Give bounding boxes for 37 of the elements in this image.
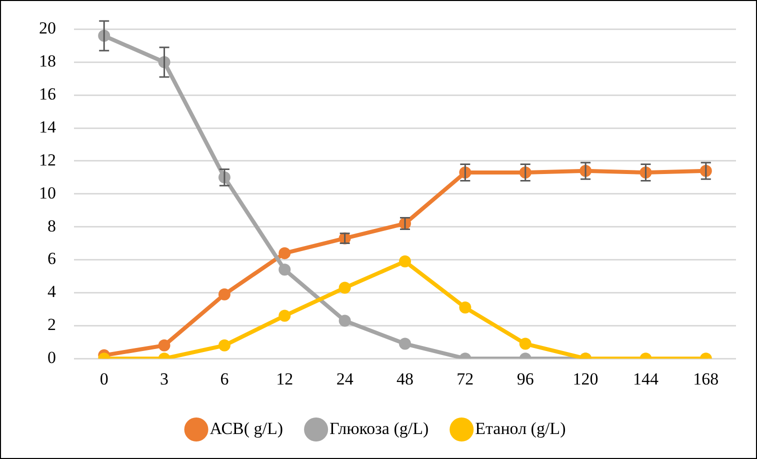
x-tick-label: 48: [396, 369, 414, 388]
legend-label: Глюкоза (g/L): [330, 418, 429, 438]
point: [158, 339, 170, 352]
point: [218, 339, 230, 352]
x-tick-label: 12: [276, 369, 294, 388]
y-tick-label: 4: [48, 282, 56, 302]
point: [459, 302, 472, 314]
y-tick-label: 14: [39, 117, 56, 136]
x-tick-label: 72: [456, 369, 474, 388]
point: [399, 338, 411, 350]
legend-label: Етанол (g/L): [475, 418, 566, 438]
x-tick-label: 144: [632, 369, 659, 388]
x-tick-label: 0: [100, 369, 108, 388]
x-tick-label: 120: [572, 369, 598, 388]
x-tick-label: 24: [336, 369, 354, 388]
point: [399, 255, 411, 268]
y-tick-label: 8: [48, 216, 56, 236]
point: [519, 338, 532, 350]
y-tick-label: 10: [39, 183, 56, 202]
y-tick-label: 16: [39, 84, 56, 104]
point: [338, 314, 351, 327]
y-tick-label: 2: [48, 315, 56, 334]
legend-label: АСВ( g/L): [210, 418, 284, 438]
y-tick-label: 12: [39, 150, 56, 170]
point: [278, 247, 291, 260]
x-tick-label: 168: [693, 369, 719, 388]
point: [218, 288, 230, 300]
x-tick-label: 96: [516, 369, 534, 388]
point: [278, 310, 291, 322]
x-tick-label: 6: [220, 369, 229, 388]
y-tick-label: 20: [39, 18, 56, 38]
x-tick-label: 3: [160, 369, 169, 388]
point: [278, 264, 291, 276]
y-tick-label: 6: [48, 249, 56, 268]
y-tick-label: 18: [39, 52, 56, 71]
y-tick-label: 0: [48, 348, 56, 368]
point: [338, 282, 351, 294]
